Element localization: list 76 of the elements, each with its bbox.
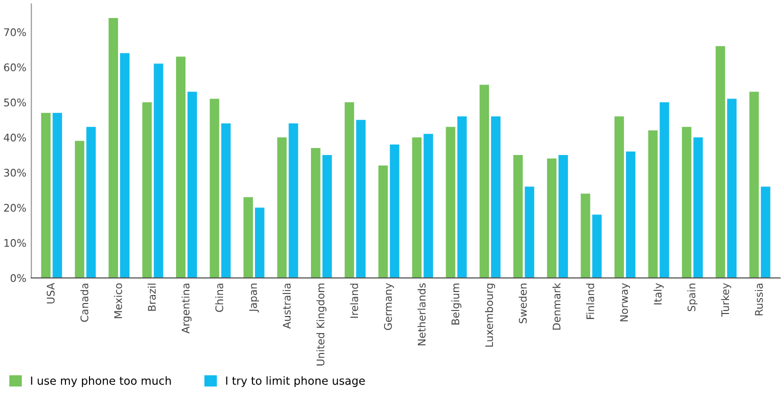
x-tick-label: Russia: [754, 284, 763, 316]
x-tick-label: Mexico: [114, 283, 122, 318]
x-tick-label: Spain: [687, 284, 698, 312]
y-tick-label: 20%: [4, 204, 26, 212]
bar: [682, 126, 692, 278]
legend-label: I try to limit phone usage: [226, 376, 365, 387]
bar: [513, 154, 523, 278]
x-tick-label: Luxembourg: [484, 284, 496, 347]
bar: [727, 98, 737, 278]
bar: [74, 140, 84, 278]
bar: [310, 148, 320, 278]
y-tick-label: 40%: [4, 134, 26, 142]
x-tick-label: Canada: [80, 284, 88, 322]
bar: [480, 84, 490, 278]
bar: [446, 126, 456, 278]
bar: [176, 56, 186, 278]
x-tick-label: USA: [46, 282, 55, 304]
x-tick-label: Norway: [620, 283, 630, 322]
y-tick-label: 0%: [10, 274, 26, 282]
bar: [660, 102, 670, 278]
bar: [356, 120, 366, 278]
x-tick-label: Australia: [282, 284, 291, 329]
bar: [277, 137, 287, 278]
bar: [457, 116, 467, 278]
x-tick-label: Sweden: [518, 284, 527, 324]
bar: [378, 166, 388, 278]
bar: [716, 46, 726, 278]
x-tick-label: China: [215, 284, 224, 312]
bar: [254, 208, 264, 278]
x-tick-label: Finland: [586, 284, 594, 319]
bar: [210, 98, 220, 278]
x-tick-label: Germany: [384, 283, 394, 330]
bar: [390, 144, 400, 278]
x-tick-label: Ireland: [350, 284, 358, 318]
x-tick-label: Netherlands: [418, 283, 426, 346]
bar: [648, 130, 658, 278]
bar: [221, 123, 231, 278]
bar: [154, 64, 164, 278]
y-tick-label: 60%: [4, 63, 26, 72]
bar: [142, 102, 152, 278]
bar: [592, 214, 602, 278]
bar: [188, 92, 197, 278]
x-tick-label: Belgium: [451, 284, 462, 324]
bar: [322, 154, 332, 278]
x-tick-label: Denmark: [552, 282, 561, 330]
bar: [524, 186, 534, 278]
x-tick-label: Brazil: [148, 284, 156, 311]
bar: [547, 158, 556, 278]
x-tick-label: Turkey: [721, 283, 732, 317]
bar: [760, 186, 770, 278]
bar: [52, 112, 62, 278]
bar: [86, 126, 96, 278]
x-tick-label: Japan: [249, 284, 259, 312]
x-tick-label: United Kingdom: [316, 284, 326, 366]
bar: [491, 116, 500, 278]
y-tick-label: 30%: [4, 168, 26, 177]
bar: [749, 92, 759, 278]
y-tick-label: 10%: [4, 239, 26, 247]
bar: [288, 123, 298, 278]
y-tick-label: 70%: [4, 28, 26, 36]
bar: [558, 154, 568, 278]
bar: [108, 18, 118, 278]
bar: [41, 112, 51, 278]
bar: [614, 116, 624, 278]
bar: [243, 197, 253, 278]
legend-label: I use my phone too much: [31, 376, 171, 387]
bar: [693, 137, 703, 278]
x-tick-label: Italy: [654, 283, 664, 304]
y-tick-label: 50%: [4, 98, 26, 106]
bar: [344, 102, 354, 278]
bar: [424, 134, 434, 278]
bar: [626, 151, 636, 278]
bar: [120, 53, 130, 278]
bar: [580, 194, 590, 278]
x-tick-label: Argentina: [181, 284, 192, 334]
bar: [412, 137, 422, 278]
